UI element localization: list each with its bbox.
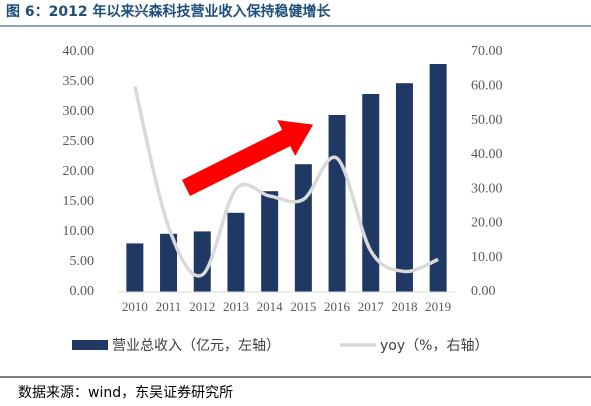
bar bbox=[126, 243, 144, 292]
chart-title: 图 6：2012 年以来兴森科技营业收入保持稳健增长 bbox=[6, 3, 331, 20]
line bbox=[133, 85, 439, 278]
bar bbox=[227, 212, 245, 292]
y2-tick-label: 50.00 bbox=[471, 113, 503, 128]
trend-arrow bbox=[181, 120, 314, 197]
x-tick-label: 2012 bbox=[189, 299, 215, 314]
y-tick-label: 35.00 bbox=[63, 74, 95, 89]
bar bbox=[429, 64, 447, 292]
y-tick-label: 10.00 bbox=[63, 224, 95, 239]
y2-tick-label: 40.00 bbox=[471, 147, 503, 162]
x-tick-label: 2015 bbox=[290, 299, 316, 314]
bar bbox=[193, 231, 211, 292]
x-tick-label: 2018 bbox=[391, 299, 417, 314]
y-tick-label: 25.00 bbox=[63, 134, 95, 149]
y-tick-label: 15.00 bbox=[63, 194, 95, 209]
y2-tick-label: 10.00 bbox=[471, 250, 503, 265]
x-tick-label: 2014 bbox=[257, 299, 284, 314]
y2-tick-label: 60.00 bbox=[471, 79, 503, 94]
y-tick-label: 5.00 bbox=[70, 254, 95, 269]
bar bbox=[362, 94, 380, 292]
y-tick-label: 0.00 bbox=[70, 284, 95, 299]
y-tick-label: 40.00 bbox=[63, 44, 95, 59]
x-tick-label: 2016 bbox=[324, 299, 351, 314]
x-tick-label: 2019 bbox=[425, 299, 451, 314]
bar bbox=[395, 83, 413, 292]
bar bbox=[160, 233, 178, 292]
x-tick-label: 2011 bbox=[156, 299, 182, 314]
source-note: 数据来源：wind，东吴证券研究所 bbox=[18, 385, 233, 401]
y2-tick-label: 0.00 bbox=[471, 284, 496, 299]
x-tick-label: 2013 bbox=[223, 299, 249, 314]
bar bbox=[294, 164, 312, 292]
y2-tick-label: 30.00 bbox=[471, 181, 503, 196]
bar bbox=[328, 115, 346, 292]
x-tick-label: 2010 bbox=[122, 299, 148, 314]
x-tick-label: 2017 bbox=[358, 299, 385, 314]
y2-tick-label: 70.00 bbox=[471, 44, 503, 59]
legend-label: 营业总收入（亿元，左轴） bbox=[112, 338, 280, 354]
y-tick-label: 20.00 bbox=[63, 164, 95, 179]
legend-swatch bbox=[72, 340, 108, 350]
legend-label: yoy（%，右轴） bbox=[380, 338, 488, 354]
y2-tick-label: 20.00 bbox=[471, 216, 503, 231]
y-tick-label: 30.00 bbox=[63, 104, 95, 119]
bar bbox=[261, 191, 279, 292]
